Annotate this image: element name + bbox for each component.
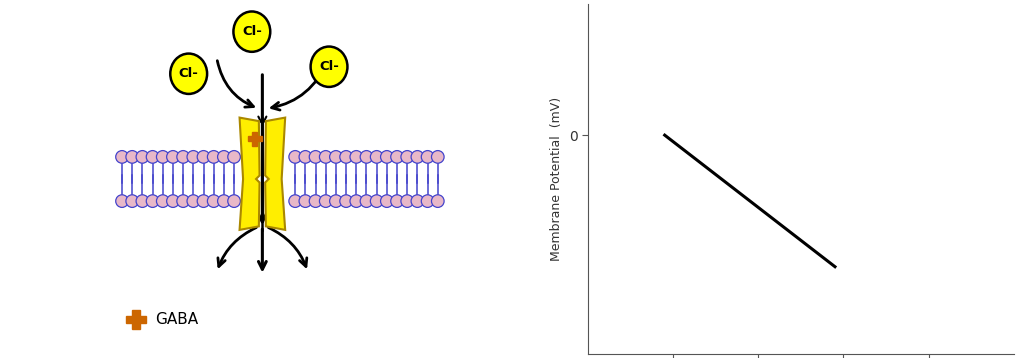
Polygon shape: [265, 117, 285, 230]
Circle shape: [289, 195, 301, 207]
Polygon shape: [248, 136, 262, 141]
Circle shape: [187, 151, 200, 163]
Circle shape: [350, 195, 362, 207]
Circle shape: [167, 195, 179, 207]
Circle shape: [136, 195, 148, 207]
Circle shape: [217, 151, 230, 163]
Circle shape: [299, 151, 311, 163]
Circle shape: [330, 151, 342, 163]
Circle shape: [217, 195, 230, 207]
Circle shape: [146, 151, 159, 163]
Circle shape: [126, 195, 138, 207]
Circle shape: [340, 151, 352, 163]
Circle shape: [136, 151, 148, 163]
Circle shape: [177, 151, 189, 163]
Circle shape: [371, 151, 383, 163]
Circle shape: [309, 151, 322, 163]
Circle shape: [381, 195, 393, 207]
Polygon shape: [132, 310, 140, 329]
Y-axis label: Membrane Potential  (mV): Membrane Potential (mV): [550, 97, 563, 261]
Circle shape: [360, 195, 373, 207]
Circle shape: [340, 195, 352, 207]
Polygon shape: [252, 132, 257, 146]
Circle shape: [411, 195, 424, 207]
Polygon shape: [240, 117, 259, 230]
Text: Cl-: Cl-: [319, 60, 339, 73]
Circle shape: [289, 151, 301, 163]
Circle shape: [421, 195, 434, 207]
Circle shape: [381, 151, 393, 163]
Circle shape: [401, 151, 414, 163]
Circle shape: [146, 195, 159, 207]
Circle shape: [391, 151, 403, 163]
Text: Cl-: Cl-: [179, 67, 199, 80]
Circle shape: [431, 195, 444, 207]
Polygon shape: [126, 316, 145, 323]
Circle shape: [431, 151, 444, 163]
Circle shape: [299, 195, 311, 207]
Text: Cl-: Cl-: [242, 25, 262, 38]
Circle shape: [167, 151, 179, 163]
Circle shape: [116, 195, 128, 207]
Circle shape: [177, 195, 189, 207]
Circle shape: [319, 151, 332, 163]
Circle shape: [157, 151, 169, 163]
Circle shape: [411, 151, 424, 163]
Circle shape: [208, 151, 220, 163]
Circle shape: [309, 195, 322, 207]
Circle shape: [116, 151, 128, 163]
Circle shape: [401, 195, 414, 207]
Ellipse shape: [233, 11, 270, 52]
Ellipse shape: [310, 47, 347, 87]
Circle shape: [421, 151, 434, 163]
Circle shape: [360, 151, 373, 163]
Circle shape: [227, 151, 241, 163]
Circle shape: [208, 195, 220, 207]
Ellipse shape: [170, 54, 207, 94]
Circle shape: [350, 151, 362, 163]
Circle shape: [157, 195, 169, 207]
Circle shape: [319, 195, 332, 207]
Circle shape: [198, 195, 210, 207]
Circle shape: [391, 195, 403, 207]
Circle shape: [126, 151, 138, 163]
Circle shape: [371, 195, 383, 207]
Circle shape: [187, 195, 200, 207]
Circle shape: [198, 151, 210, 163]
Circle shape: [227, 195, 241, 207]
Circle shape: [330, 195, 342, 207]
Text: GABA: GABA: [156, 312, 199, 327]
